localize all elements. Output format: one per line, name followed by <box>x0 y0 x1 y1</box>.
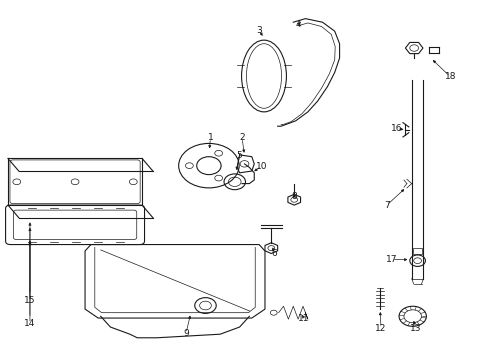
Text: 2: 2 <box>239 133 244 142</box>
Text: 13: 13 <box>409 324 421 333</box>
Text: 6: 6 <box>270 249 276 258</box>
Text: 1: 1 <box>207 133 213 142</box>
Text: 5: 5 <box>236 151 242 160</box>
Text: 10: 10 <box>255 162 267 171</box>
Text: 18: 18 <box>444 72 455 81</box>
Text: 9: 9 <box>183 329 188 338</box>
Text: 8: 8 <box>291 192 297 201</box>
Text: 4: 4 <box>295 20 300 29</box>
Text: 3: 3 <box>256 26 262 35</box>
Text: 15: 15 <box>24 296 36 305</box>
Text: 16: 16 <box>390 124 402 133</box>
Text: 7: 7 <box>383 201 389 210</box>
Text: 12: 12 <box>375 324 386 333</box>
Text: 17: 17 <box>385 255 397 264</box>
Text: 11: 11 <box>298 314 309 323</box>
Text: 14: 14 <box>24 319 36 328</box>
